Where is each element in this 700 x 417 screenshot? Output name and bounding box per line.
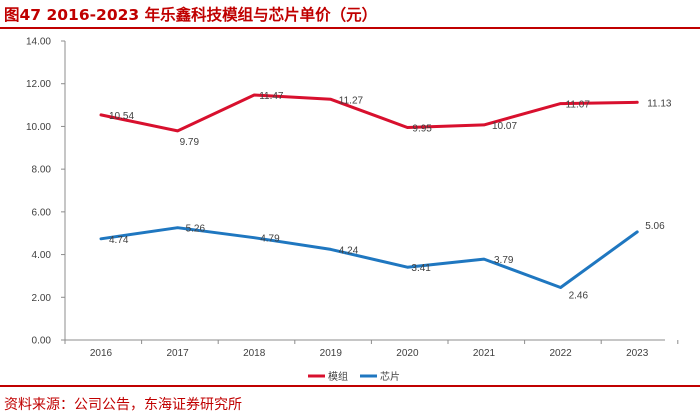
y-tick-label: 6.00 (32, 207, 52, 218)
y-tick-label: 2.00 (32, 293, 52, 304)
module-data-label: 9.79 (180, 137, 200, 148)
x-tick-label: 2019 (320, 348, 343, 359)
x-tick-label: 2023 (626, 348, 649, 359)
module-data-label: 10.07 (492, 121, 517, 132)
line-chart: 0.00 2.00 4.00 6.00 8.00 10.00 12.00 14.00 2016 2… (26, 37, 679, 383)
chip-data-label: 4.74 (109, 235, 129, 246)
source-divider (0, 385, 700, 387)
module-data-label: 9.95 (412, 123, 432, 134)
x-tick-label: 2016 (90, 348, 113, 359)
module-data-label: 11.47 (259, 91, 284, 102)
chip-data-label: 4.79 (260, 234, 280, 245)
y-tick-label: 10.00 (26, 122, 51, 133)
module-data-label: 11.07 (566, 100, 591, 111)
y-tick-label: 12.00 (26, 79, 51, 90)
y-tick-label: 14.00 (26, 37, 51, 48)
module-data-label: 11.13 (647, 98, 672, 109)
legend-label: 模组 (328, 370, 348, 383)
figure-title: 图47 2016-2023 年乐鑫科技模组与芯片单价（元） (4, 6, 378, 24)
x-tick-label: 2021 (473, 348, 496, 359)
y-tick-label: 4.00 (32, 250, 52, 261)
title-underline (0, 27, 700, 29)
x-tick-label: 2022 (549, 348, 572, 359)
module-data-label: 11.27 (339, 95, 364, 106)
source-note: 资料来源：公司公告，东海证券研究所 (4, 397, 242, 413)
x-tick-label: 2018 (243, 348, 266, 359)
chip-data-label: 5.06 (645, 221, 665, 232)
chip-data-label: 5.26 (186, 224, 206, 235)
chip-data-label: 2.46 (569, 290, 589, 301)
legend-label: 芯片 (380, 370, 400, 383)
chip-price-line (99, 226, 639, 289)
chip-data-label: 3.41 (411, 263, 431, 274)
chip-data-label: 3.79 (494, 255, 514, 266)
y-tick-label: 8.00 (32, 165, 52, 176)
chip-data-label: 4.24 (339, 245, 359, 256)
y-tick-label: 0.00 (32, 336, 52, 347)
module-data-label: 10.54 (109, 111, 134, 122)
module-price-line (99, 93, 639, 133)
x-tick-label: 2017 (166, 348, 189, 359)
x-tick-label: 2020 (396, 348, 419, 359)
